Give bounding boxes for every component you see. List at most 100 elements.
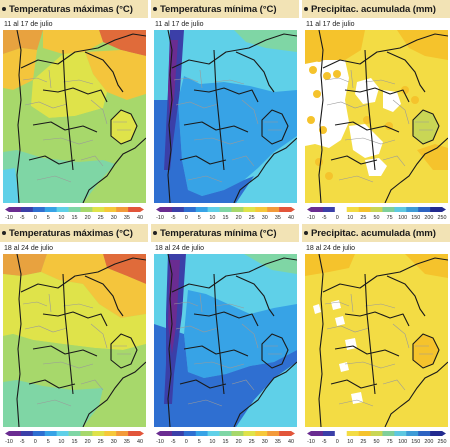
panel-header: Temperaturas máximas (°C) [0, 0, 148, 18]
field-region [43, 30, 103, 54]
legend-tick-label: 35 [124, 215, 130, 221]
map-svg [154, 254, 297, 427]
field-region [234, 30, 297, 52]
field-region [305, 254, 355, 276]
coastline [233, 361, 297, 427]
map-tmin [154, 30, 297, 203]
legend-swatch [92, 431, 105, 436]
legend-tick-label: 10 [209, 439, 215, 445]
legend-swatch [116, 431, 129, 436]
legend-arrow-right [442, 431, 446, 436]
panel-header: Temperaturas máximas (°C) [0, 224, 148, 242]
legend-tick-label: -10 [5, 439, 13, 445]
coastline [82, 361, 146, 427]
legend-swatch [195, 207, 208, 212]
field-region [244, 254, 297, 274]
legend-tick-label: -5 [171, 215, 176, 221]
legend-tick-label: 35 [275, 215, 281, 221]
precip-spot [325, 172, 333, 180]
bullet-icon [304, 7, 308, 11]
country-borders [318, 254, 448, 427]
legend-tick-label: -5 [171, 439, 176, 445]
field-region [262, 110, 288, 144]
bullet-icon [304, 231, 308, 235]
legend-tick-label: 25 [98, 215, 104, 221]
country-borders [318, 30, 448, 203]
field-region [85, 50, 146, 100]
legend-tick-label: -5 [322, 439, 327, 445]
legend-tick-label: 100 [398, 439, 407, 445]
bullet-icon [2, 7, 6, 11]
legend-tick-label: -5 [20, 215, 25, 221]
panel-title: Temperaturas mínima (°C) [160, 3, 277, 15]
panel-title: Temperaturas máximas (°C) [9, 227, 133, 239]
field-region [3, 30, 43, 54]
field-region [397, 30, 448, 60]
field-region [417, 144, 448, 170]
bullet-icon [153, 7, 157, 11]
legend-tick-label: 15 [223, 439, 229, 445]
precip-spot [411, 96, 419, 104]
legend-swatch [32, 207, 46, 212]
field-region [313, 304, 321, 314]
panel-title: Temperaturas mínima (°C) [160, 227, 277, 239]
legend-swatch [382, 207, 395, 212]
legend-arrow-left [307, 431, 311, 436]
legend-tick-label: 0 [34, 439, 37, 445]
legend-swatch [128, 207, 141, 212]
legend-tick-label: 35 [124, 439, 130, 445]
legend-swatch [116, 207, 129, 212]
legend-swatch [20, 431, 34, 436]
legend-tick-label: 10 [347, 439, 353, 445]
legend-tick-label: -10 [156, 215, 164, 221]
map-precip [305, 30, 448, 203]
legend-swatch [160, 207, 173, 212]
legend-tick-label: 200 [424, 439, 433, 445]
legend-tick-label: 0 [34, 215, 37, 221]
legend-tick-label: 25 [249, 215, 255, 221]
panel-title: Precipitac. acumulada (mm) [311, 3, 436, 15]
map-precip [305, 254, 448, 427]
field-region [365, 158, 387, 176]
field-region [349, 124, 383, 158]
field-region [413, 110, 439, 144]
period-label: 18 al 24 de julio [306, 245, 356, 252]
period-label: 18 al 24 de julio [4, 245, 54, 252]
panel-header: Temperaturas mínima (°C) [151, 224, 299, 242]
field-region [182, 254, 297, 314]
panel-header: Temperaturas mínima (°C) [151, 0, 299, 18]
legend-tick-label: 40 [288, 215, 294, 221]
precip-spot [323, 72, 331, 80]
field-region [383, 90, 401, 112]
legend-tick-label: 10 [58, 439, 64, 445]
legend-tick-label: 25 [249, 439, 255, 445]
legend-swatch [406, 207, 419, 212]
coastline [384, 137, 448, 203]
legend-tick-label: 20 [85, 215, 91, 221]
legend-tick-label: 150 [411, 439, 420, 445]
legend-tick-label: 5 [198, 439, 201, 445]
legend-tick-label: 20 [236, 439, 242, 445]
period-label: 11 al 17 de julio [306, 21, 355, 28]
legend-swatch [255, 431, 268, 436]
precip-spot [333, 70, 341, 78]
precip-spot [307, 116, 315, 124]
legend-tick-label: 75 [387, 215, 393, 221]
legend-tick-label: 40 [137, 439, 143, 445]
legend-arrow-left [5, 431, 9, 436]
legend-tick-label: 50 [374, 215, 380, 221]
legend-arrow-left [156, 431, 160, 436]
legend-swatch [32, 431, 46, 436]
legend-tick-label: 30 [262, 439, 268, 445]
legend-swatch [160, 431, 173, 436]
legend-swatch [346, 207, 359, 212]
panel-tmin-week2: Temperaturas mínima (°C) 18 al 24 de jul… [151, 224, 299, 447]
period-label: 18 al 24 de julio [155, 245, 205, 252]
legend-arrow-left [5, 207, 9, 212]
color-legend: -10 -5 0 5 10 15 20 25 30 35 40 [154, 205, 297, 221]
field-region [3, 168, 19, 203]
legend-tick-label: 5 [47, 439, 50, 445]
field-region [405, 254, 448, 278]
field-region [3, 272, 146, 350]
panel-header: Precipitac. acumulada (mm) [302, 224, 450, 242]
